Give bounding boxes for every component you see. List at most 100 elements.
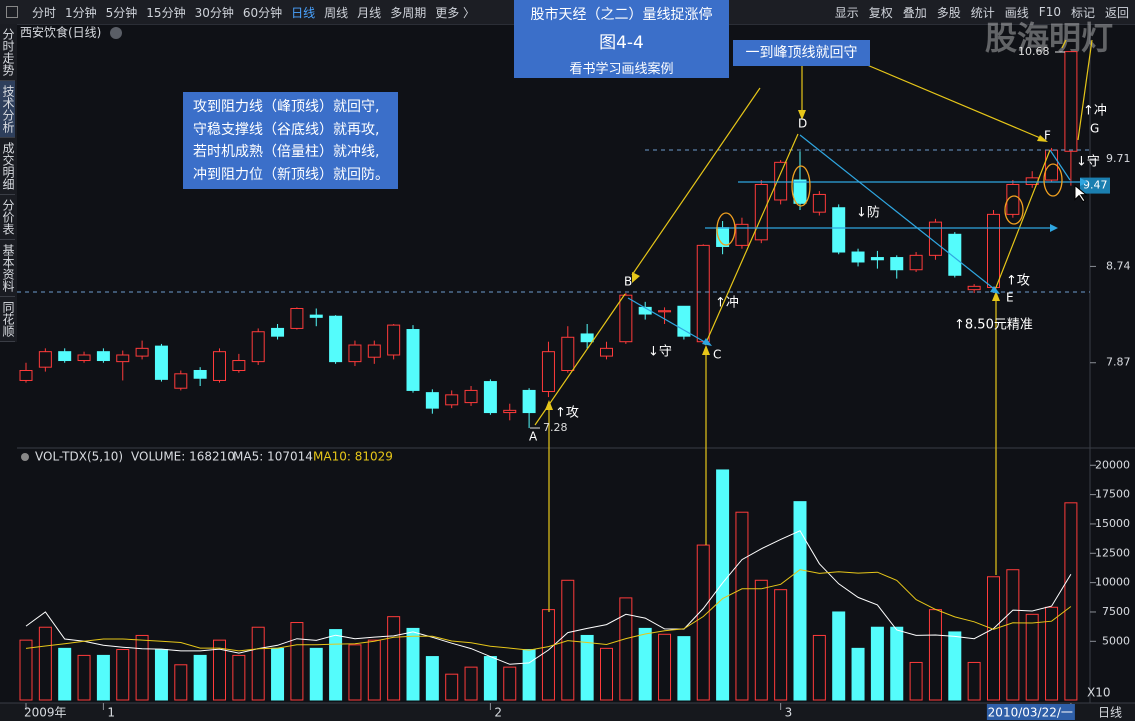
period-tab[interactable]: 分时 (32, 5, 57, 20)
volume-bar (329, 629, 343, 701)
period-tab[interactable]: 5分钟 (105, 5, 138, 20)
side-tab[interactable]: 同花顺 (0, 297, 15, 342)
x-tick-label: 2 (494, 706, 502, 720)
point-label: D (798, 117, 807, 131)
annotation: ↓守 (648, 345, 672, 360)
candle-body (890, 257, 904, 271)
candle-body (19, 369, 33, 381)
candle-body (619, 294, 633, 343)
candle-body (1006, 183, 1020, 215)
candle-body (464, 389, 478, 404)
volume-bar (716, 469, 730, 701)
tool-button[interactable]: 返回 (1104, 5, 1129, 20)
side-tab[interactable]: 分时走势 (0, 24, 15, 81)
period-tab[interactable]: 15分钟 (146, 5, 186, 20)
title-line: 股市天经（之二）量线捉涨停 (530, 7, 713, 23)
annotation: ↑冲 (715, 296, 739, 311)
tool-button[interactable]: 叠加 (902, 5, 927, 20)
plot: 7.87 8.74 9.71 5000 7500 10000 12500 15000 17500… (19, 51, 1131, 720)
volume-bar (290, 622, 304, 701)
point-label: A (529, 430, 538, 444)
blue-lines (627, 134, 1085, 346)
cursor-tag (1080, 177, 1110, 194)
tool-button[interactable]: 复权 (868, 5, 893, 20)
candle-body (580, 333, 594, 343)
period-tab[interactable]: 60分钟 (242, 5, 283, 20)
candle-body (483, 381, 497, 414)
candle-body (735, 223, 749, 246)
volume-bar (1006, 569, 1020, 701)
price-label: 7.28 (543, 421, 568, 434)
tool-button[interactable]: 标记 (1070, 5, 1095, 20)
tool-button[interactable]: 多股 (936, 5, 961, 20)
note-line: 攻到阻力线（峰顶线）就回守, (193, 99, 380, 115)
yellow-lines (534, 39, 1093, 612)
candle-body (425, 392, 439, 409)
volume-bar (348, 644, 362, 701)
volume-bar (600, 647, 613, 701)
candle-body (58, 351, 72, 362)
candle-body (793, 179, 807, 204)
candle-body (774, 161, 788, 201)
tool-button[interactable]: F10 (1038, 5, 1061, 19)
period-tab[interactable]: 1分钟 (65, 5, 97, 20)
volume-bar (232, 654, 246, 701)
side-tabs: 分时走势 技术分析 成交明细 分价表 基本资料 同花顺 (0, 24, 17, 342)
point-label: E (1006, 291, 1014, 305)
candle-body (213, 351, 226, 381)
volume-bar (696, 544, 710, 701)
volume-bar (1045, 606, 1059, 701)
title-line: 看书学习画线案例 (569, 62, 674, 77)
volume-bar (735, 511, 749, 701)
volume-bar (832, 611, 846, 701)
candle-body (445, 394, 459, 406)
candle-body (987, 213, 1000, 288)
period-tab[interactable]: 更多 〉 (435, 5, 476, 20)
cursor-icon (1074, 184, 1088, 203)
period-tab[interactable]: 多周期 (390, 5, 427, 20)
dropdown-icon[interactable] (110, 27, 122, 39)
candle-body (309, 314, 323, 318)
volume-bar (812, 634, 826, 701)
y-tick-label: 7500 (1102, 605, 1130, 618)
volume-bar (890, 626, 904, 701)
side-tab[interactable]: 成交明细 (0, 138, 15, 195)
candle-body (522, 389, 536, 414)
arrow-heads (702, 178, 1088, 346)
note-box: 攻到阻力线（峰顶线）就回守, 守稳支撑线（谷底线）就再攻, 若时机成熟（倍量柱）… (183, 92, 398, 189)
period-tab[interactable]: 30分钟 (194, 5, 234, 20)
y-tick-label: 20000 (1095, 458, 1130, 471)
side-tab[interactable]: 分价表 (0, 195, 15, 240)
volume-bar (445, 673, 459, 701)
period-tab[interactable]: 月线 (357, 5, 382, 20)
scale-label: X10 (1087, 686, 1111, 700)
tool-button[interactable]: 画线 (1004, 5, 1029, 20)
annotation: ↑冲 (1083, 104, 1107, 119)
candle-body (193, 369, 207, 379)
title-box: 股市天经（之二）量线捉涨停 图4-4 看书学习画线案例 (514, 0, 729, 78)
candle-body (367, 344, 381, 358)
volume-bar (38, 626, 52, 701)
period-tab[interactable]: 日线 (291, 5, 316, 20)
volume-bar (309, 647, 323, 701)
x-tick-label: 1 (107, 706, 115, 720)
cursor-price: 9.47 (1083, 179, 1108, 192)
header-icon (21, 453, 29, 461)
tool-button[interactable]: 统计 (970, 5, 995, 20)
x-label-highlight (986, 704, 1075, 720)
candle-body (290, 307, 304, 329)
side-tab[interactable]: 技术分析 (0, 81, 15, 138)
menu-icon[interactable] (6, 6, 18, 18)
candle-body (387, 324, 401, 356)
side-tab[interactable]: 基本资料 (0, 240, 15, 297)
y-tick-label: 15000 (1095, 517, 1130, 530)
tool-button[interactable]: 显示 (834, 5, 859, 20)
candle-body (696, 244, 710, 343)
candle-body (600, 347, 613, 357)
y-tick-label: 7.87 (1106, 356, 1131, 369)
point-label: F (1044, 129, 1051, 143)
candle-body (1064, 51, 1078, 152)
period-tab[interactable]: 周线 (324, 5, 349, 20)
callout: 一到峰顶线就回守 (733, 40, 870, 66)
candle-body (348, 344, 362, 363)
